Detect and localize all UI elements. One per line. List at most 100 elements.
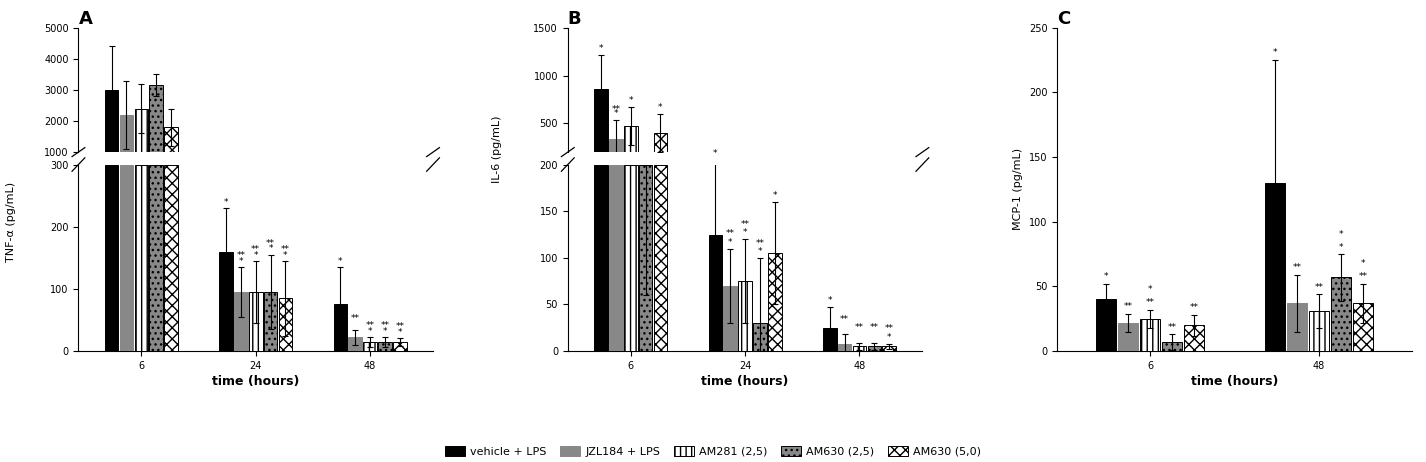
- Text: *: *: [727, 237, 733, 247]
- Bar: [378, 342, 392, 351]
- Bar: [264, 292, 278, 351]
- Text: *: *: [1339, 243, 1343, 251]
- Text: *: *: [1104, 272, 1108, 281]
- Text: *: *: [713, 149, 717, 158]
- Bar: [623, 164, 637, 351]
- Text: *: *: [1273, 49, 1278, 57]
- Bar: [1265, 183, 1285, 351]
- Y-axis label: MCP-1 (pg/mL): MCP-1 (pg/mL): [1014, 148, 1024, 231]
- Bar: [348, 337, 362, 351]
- Bar: [1162, 342, 1182, 351]
- Bar: [867, 346, 881, 351]
- Bar: [150, 85, 163, 183]
- Text: **: **: [1359, 272, 1368, 281]
- X-axis label: time (hours): time (hours): [1191, 375, 1278, 388]
- Text: **: **: [395, 322, 405, 331]
- Bar: [623, 126, 637, 171]
- Text: *: *: [284, 251, 288, 260]
- Bar: [220, 252, 232, 351]
- Legend: vehicle + LPS, JZL184 + LPS, AM281 (2,5), AM630 (2,5), AM630 (5,0): vehicle + LPS, JZL184 + LPS, AM281 (2,5)…: [441, 441, 985, 461]
- Bar: [1118, 322, 1138, 351]
- Bar: [769, 253, 781, 351]
- Text: *: *: [224, 198, 228, 207]
- Bar: [595, 89, 607, 171]
- Text: B: B: [568, 10, 582, 28]
- Text: **: **: [840, 315, 848, 324]
- Bar: [164, 164, 178, 351]
- Text: C: C: [1057, 10, 1071, 28]
- Bar: [104, 164, 118, 351]
- Text: **: **: [1292, 263, 1302, 272]
- Bar: [609, 164, 623, 351]
- Bar: [639, 164, 653, 351]
- Bar: [823, 328, 837, 351]
- Bar: [1097, 299, 1117, 351]
- Text: **: **: [612, 105, 620, 114]
- Text: *: *: [773, 191, 777, 200]
- Text: *: *: [398, 328, 402, 337]
- Text: IL-6 (pg/mL): IL-6 (pg/mL): [492, 116, 502, 183]
- Text: **: **: [870, 323, 878, 333]
- Text: **: **: [856, 323, 864, 333]
- Text: *: *: [268, 244, 272, 254]
- Text: *: *: [599, 43, 603, 53]
- Text: **: **: [1168, 323, 1176, 332]
- Bar: [753, 323, 767, 351]
- Bar: [609, 139, 623, 171]
- Text: *: *: [827, 297, 831, 305]
- Text: *: *: [1148, 285, 1152, 294]
- Bar: [1286, 303, 1308, 351]
- Text: *: *: [338, 257, 342, 266]
- Text: *: *: [382, 327, 388, 335]
- Text: *: *: [613, 109, 617, 118]
- Text: **: **: [251, 245, 260, 254]
- X-axis label: time (hours): time (hours): [702, 375, 789, 388]
- Text: *: *: [659, 103, 663, 112]
- Bar: [709, 235, 722, 351]
- Bar: [394, 342, 406, 351]
- Bar: [134, 109, 148, 183]
- Text: *: *: [368, 327, 372, 335]
- Text: *: *: [887, 333, 891, 342]
- Text: *: *: [1360, 259, 1365, 268]
- Bar: [1330, 277, 1350, 351]
- Bar: [1309, 311, 1329, 351]
- Text: **: **: [351, 314, 359, 323]
- Bar: [278, 298, 292, 351]
- Bar: [120, 115, 133, 183]
- Bar: [150, 164, 163, 351]
- Bar: [723, 286, 737, 351]
- Bar: [134, 164, 148, 351]
- Bar: [1139, 319, 1161, 351]
- Bar: [364, 342, 376, 351]
- Text: **: **: [1189, 304, 1198, 312]
- Bar: [595, 164, 607, 351]
- Text: **: **: [1315, 283, 1323, 292]
- Text: **: **: [381, 321, 389, 330]
- Text: **: **: [267, 239, 275, 248]
- Bar: [250, 292, 262, 351]
- Text: *: *: [629, 96, 633, 105]
- Bar: [164, 127, 178, 183]
- Text: **: **: [756, 238, 764, 248]
- Bar: [1184, 325, 1204, 351]
- Text: *: *: [254, 251, 258, 260]
- Text: **: **: [365, 321, 375, 330]
- Text: **: **: [726, 229, 734, 238]
- Bar: [1353, 303, 1373, 351]
- Text: *: *: [743, 228, 747, 237]
- Bar: [120, 164, 133, 351]
- Text: *: *: [238, 257, 242, 266]
- Bar: [653, 133, 667, 171]
- Bar: [334, 304, 347, 351]
- X-axis label: time (hours): time (hours): [212, 375, 299, 388]
- Bar: [653, 164, 667, 351]
- Text: **: **: [884, 324, 894, 334]
- Text: **: **: [740, 220, 750, 229]
- Text: **: **: [237, 251, 245, 260]
- Text: *: *: [757, 247, 763, 256]
- Bar: [883, 346, 896, 351]
- Bar: [853, 346, 867, 351]
- Bar: [837, 344, 851, 351]
- Text: *: *: [1339, 230, 1343, 238]
